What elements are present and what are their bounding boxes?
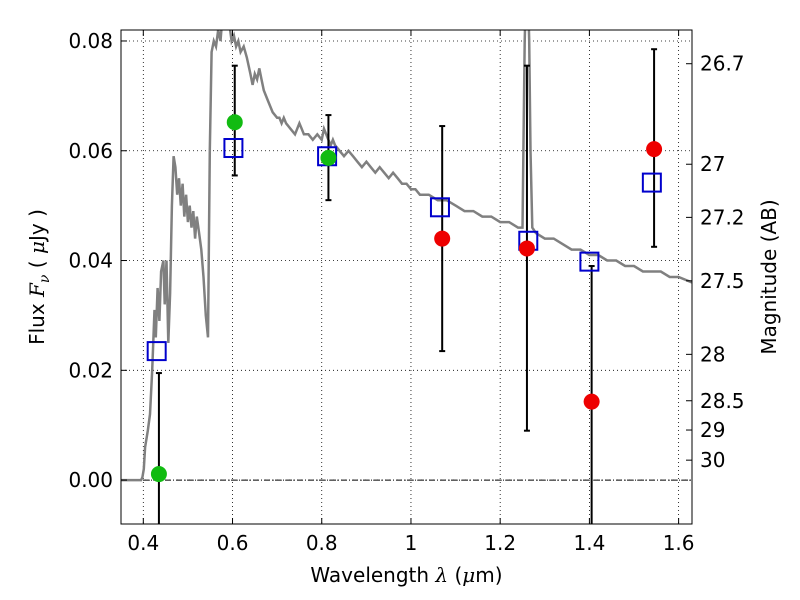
detection-point bbox=[226, 114, 243, 131]
tick-labels: 0.4 0.6 0.8 1 1.2 1.4 1.6 0.00 0.02 0.04 0.06 0.08 2… bbox=[68, 29, 744, 555]
x-tick-label: 1.4 bbox=[573, 531, 605, 555]
detection-point bbox=[150, 466, 167, 483]
x-axis-title: Wavelength λ (μm) bbox=[310, 563, 502, 587]
plot-frame bbox=[120, 29, 693, 525]
x-tick-label: 0.6 bbox=[217, 531, 249, 555]
right-tick-label: 27.2 bbox=[700, 205, 745, 229]
x-tick-label: 0.8 bbox=[306, 531, 338, 555]
right-tick-label: 28 bbox=[700, 342, 725, 366]
x-tick-label: 1.6 bbox=[663, 531, 695, 555]
right-tick-label: 29 bbox=[700, 418, 725, 442]
right-tick-label: 30 bbox=[700, 448, 725, 472]
red-point bbox=[434, 230, 451, 247]
model-photometry-squares bbox=[146, 138, 662, 362]
y-tick-label: 0.02 bbox=[68, 358, 113, 382]
y-tick-label: 0.06 bbox=[68, 139, 113, 163]
red-point bbox=[583, 393, 600, 410]
y-tick-label: 0.04 bbox=[68, 249, 113, 273]
y-tick-label: 0.00 bbox=[68, 468, 113, 492]
x-tick-label: 1.2 bbox=[484, 531, 516, 555]
right-tick-label: 27 bbox=[700, 152, 725, 176]
right-tick-label: 28.5 bbox=[700, 389, 745, 413]
right-tick-label: 27.5 bbox=[700, 269, 745, 293]
model-square bbox=[641, 172, 662, 193]
detection-point bbox=[320, 149, 337, 166]
observed-photometry-points bbox=[150, 114, 663, 483]
model-square bbox=[223, 138, 244, 159]
red-point bbox=[646, 141, 663, 158]
model-square bbox=[429, 197, 450, 218]
x-tick-label: 0.4 bbox=[127, 531, 159, 555]
grid-lines bbox=[121, 30, 692, 524]
red-point bbox=[518, 240, 535, 257]
model-square bbox=[579, 251, 600, 272]
model-spectrum bbox=[121, 30, 692, 482]
y-axis-title: Flux Fν ( μJy ) bbox=[25, 209, 53, 345]
axis-ticks bbox=[121, 30, 692, 524]
right-axis-title: Magnitude (AB) bbox=[757, 199, 781, 354]
model-square bbox=[146, 341, 167, 362]
x-tick-label: 1 bbox=[405, 531, 418, 555]
spectrum-line bbox=[121, 30, 692, 482]
y-tick-label: 0.08 bbox=[68, 29, 113, 53]
right-tick-label: 26.7 bbox=[700, 52, 745, 76]
